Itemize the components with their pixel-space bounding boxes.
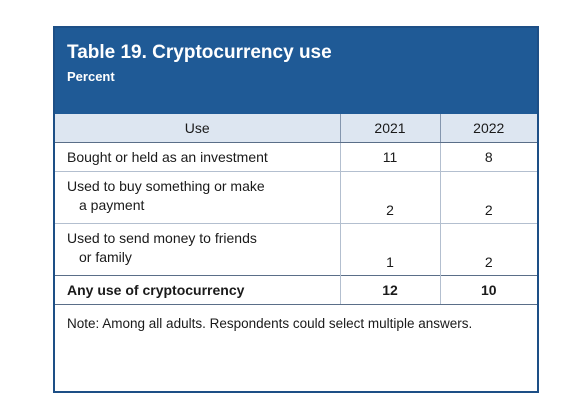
value-2021: 2 [339, 171, 440, 224]
total-2021: 12 [339, 275, 440, 305]
table-row: Used to send money to friends or family … [55, 223, 537, 276]
table-banner: Table 19. Cryptocurrency use Percent [55, 28, 537, 114]
table-subtitle: Percent [67, 69, 115, 84]
row-label: Used to buy something or make a payment [55, 171, 340, 224]
header-row: Use 2021 2022 [55, 114, 537, 143]
row-label-line2: a payment [79, 197, 145, 213]
row-label: Bought or held as an investment [55, 142, 340, 172]
row-label-line1: Used to buy something or make [67, 178, 265, 194]
row-label-line1: Bought or held as an investment [67, 149, 268, 165]
value-2022: 8 [439, 142, 537, 172]
header-2021: 2021 [339, 114, 440, 143]
data-table: Use 2021 2022 Bought or held as an inves… [55, 114, 537, 305]
value-2021: 11 [339, 142, 440, 172]
table-note: Note: Among all adults. Respondents coul… [67, 316, 473, 331]
value-2022: 2 [439, 223, 537, 276]
row-label-line2: or family [79, 249, 132, 265]
row-label: Used to send money to friends or family [55, 223, 340, 276]
header-2022: 2022 [439, 114, 537, 143]
value-2022: 2 [439, 171, 537, 224]
header-use: Use [55, 114, 340, 143]
total-row: Any use of cryptocurrency 12 10 [55, 275, 537, 305]
table-row: Used to buy something or make a payment … [55, 171, 537, 224]
row-label-line1: Used to send money to friends [67, 230, 257, 246]
value-2021: 1 [339, 223, 440, 276]
crypto-use-table: Table 19. Cryptocurrency use Percent Use… [53, 26, 539, 393]
table-row: Bought or held as an investment 11 8 [55, 142, 537, 172]
total-2022: 10 [439, 275, 537, 305]
total-label: Any use of cryptocurrency [55, 275, 340, 305]
table-title: Table 19. Cryptocurrency use [67, 42, 332, 63]
